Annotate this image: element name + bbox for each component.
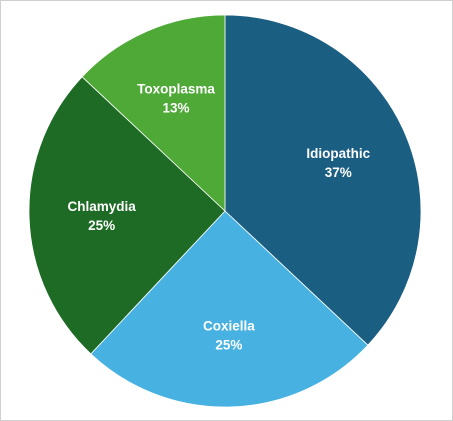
slice-label-toxoplasma: Toxoplasma: [137, 82, 215, 97]
slice-value-idiopathic: 37%: [325, 165, 352, 180]
pie-slice-idiopathic: [224, 14, 422, 346]
slice-label-coxiella: Coxiella: [203, 318, 255, 333]
pie-slice-toxoplasma: [81, 14, 226, 212]
slice-label-idiopathic: Idiopathic: [306, 146, 370, 161]
pie-slice-coxiella: [90, 210, 369, 408]
pie-slice-chlamydia: [28, 76, 226, 355]
slice-value-coxiella: 25%: [215, 337, 242, 352]
slice-value-chlamydia: 25%: [88, 218, 115, 233]
slice-value-toxoplasma: 13%: [162, 101, 189, 116]
slice-label-chlamydia: Chlamydia: [67, 199, 136, 214]
